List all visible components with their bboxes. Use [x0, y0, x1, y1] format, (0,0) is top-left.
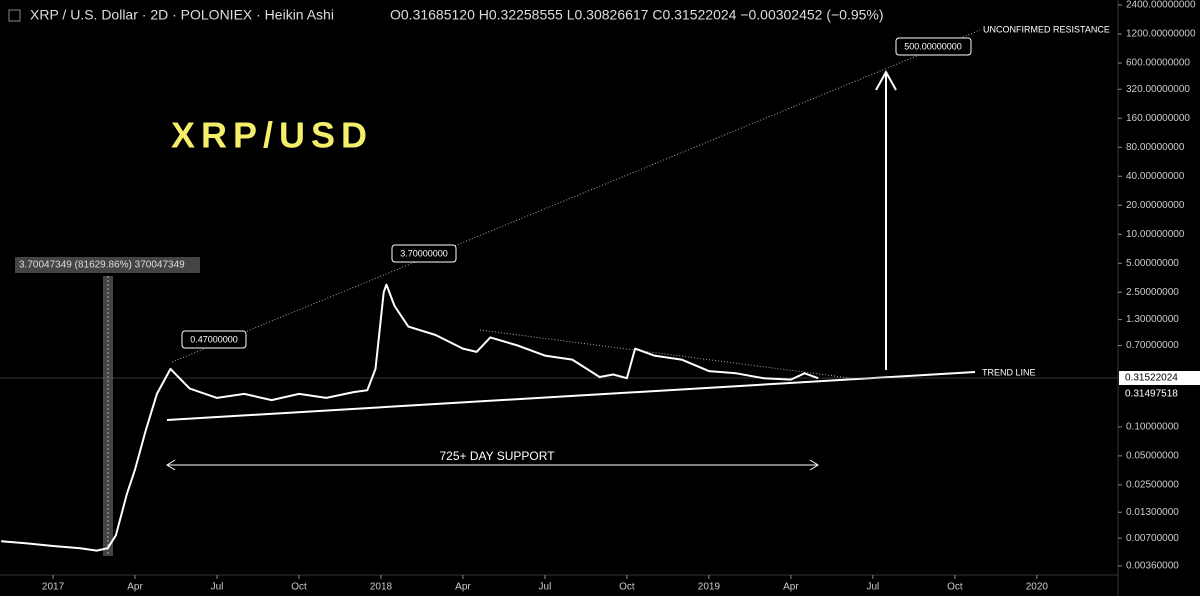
measure-box	[15, 257, 200, 273]
x-tick-label: 2018	[370, 582, 393, 593]
menu-icon[interactable]	[8, 9, 21, 22]
y-tick-label: 0.00360000	[1126, 561, 1179, 572]
y-tick-label: 2.50000000	[1126, 287, 1179, 298]
resistance-label: UNCONFIRMED RESISTANCE	[983, 24, 1110, 34]
y-tick-label: 0.70000000	[1126, 340, 1179, 351]
y-tick-label: 80.00000000	[1126, 142, 1185, 153]
y-tick-label: 40.00000000	[1126, 171, 1185, 182]
price-tag-2	[1119, 387, 1200, 401]
price-tag	[1119, 371, 1200, 385]
x-tick-label: Jul	[211, 582, 224, 593]
price-tag-label: 0.31522024	[1125, 373, 1178, 384]
x-tick-label: Apr	[455, 582, 471, 593]
y-tick-label: 1200.00000000	[1126, 29, 1196, 40]
y-tick-label: 0.02500000	[1126, 480, 1179, 491]
y-tick-label: 160.00000000	[1126, 113, 1190, 124]
support-arrow-left	[166, 459, 176, 471]
target-label: 500.00000000	[904, 41, 962, 51]
first-high-box	[181, 330, 247, 349]
first-high-label: 0.47000000	[190, 334, 238, 344]
x-tick-label: Oct	[619, 582, 635, 593]
x-tick-label: 2020	[1026, 582, 1049, 593]
x-tick-label: Apr	[783, 582, 799, 593]
y-tick-label: 0.01300000	[1126, 507, 1179, 518]
y-tick-label: 20.00000000	[1126, 200, 1185, 211]
price-series	[1, 283, 819, 552]
chart-title: XRP/USD	[171, 115, 373, 156]
y-tick-label: 0.10000000	[1126, 422, 1179, 433]
x-tick-label: Apr	[127, 582, 143, 593]
descending-line	[479, 329, 851, 379]
x-tick-label: Oct	[947, 582, 963, 593]
y-tick-label: 2400.00000000	[1126, 0, 1196, 11]
x-tick-label: 2019	[698, 582, 721, 593]
target-box	[895, 37, 972, 56]
peak-box	[391, 244, 457, 263]
price-tag-label-2: 0.31497518	[1125, 389, 1178, 400]
y-tick-label: 320.00000000	[1126, 84, 1190, 95]
x-tick-label: Jul	[866, 582, 879, 593]
y-tick-label: 10.00000000	[1126, 229, 1185, 240]
ohlc: O0.31685120 H0.32258555 L0.30826617 C0.3…	[390, 7, 884, 23]
target-arrow-head	[875, 69, 897, 91]
y-tick-label: 1.30000000	[1126, 314, 1179, 325]
peak-label: 3.70000000	[400, 248, 448, 258]
y-tick-label: 0.00700000	[1126, 533, 1179, 544]
support-label: 725+ DAY SUPPORT	[439, 449, 555, 463]
y-tick-label: 600.00000000	[1126, 58, 1190, 69]
y-tick-label: 5.00000000	[1126, 258, 1179, 269]
trend-line	[166, 371, 976, 421]
measure-label: 3.70047349 (81629.86%) 370047349	[19, 260, 185, 271]
x-tick-label: Jul	[539, 582, 552, 593]
support-arrow-right	[809, 459, 819, 471]
x-tick-label: Oct	[291, 582, 307, 593]
y-tick-label: 0.05000000	[1126, 451, 1179, 462]
trend-label: TREND LINE	[982, 367, 1036, 377]
x-tick-label: 2017	[42, 582, 65, 593]
symbol-title: XRP / U.S. Dollar · 2D · POLONIEX · Heik…	[30, 7, 334, 23]
